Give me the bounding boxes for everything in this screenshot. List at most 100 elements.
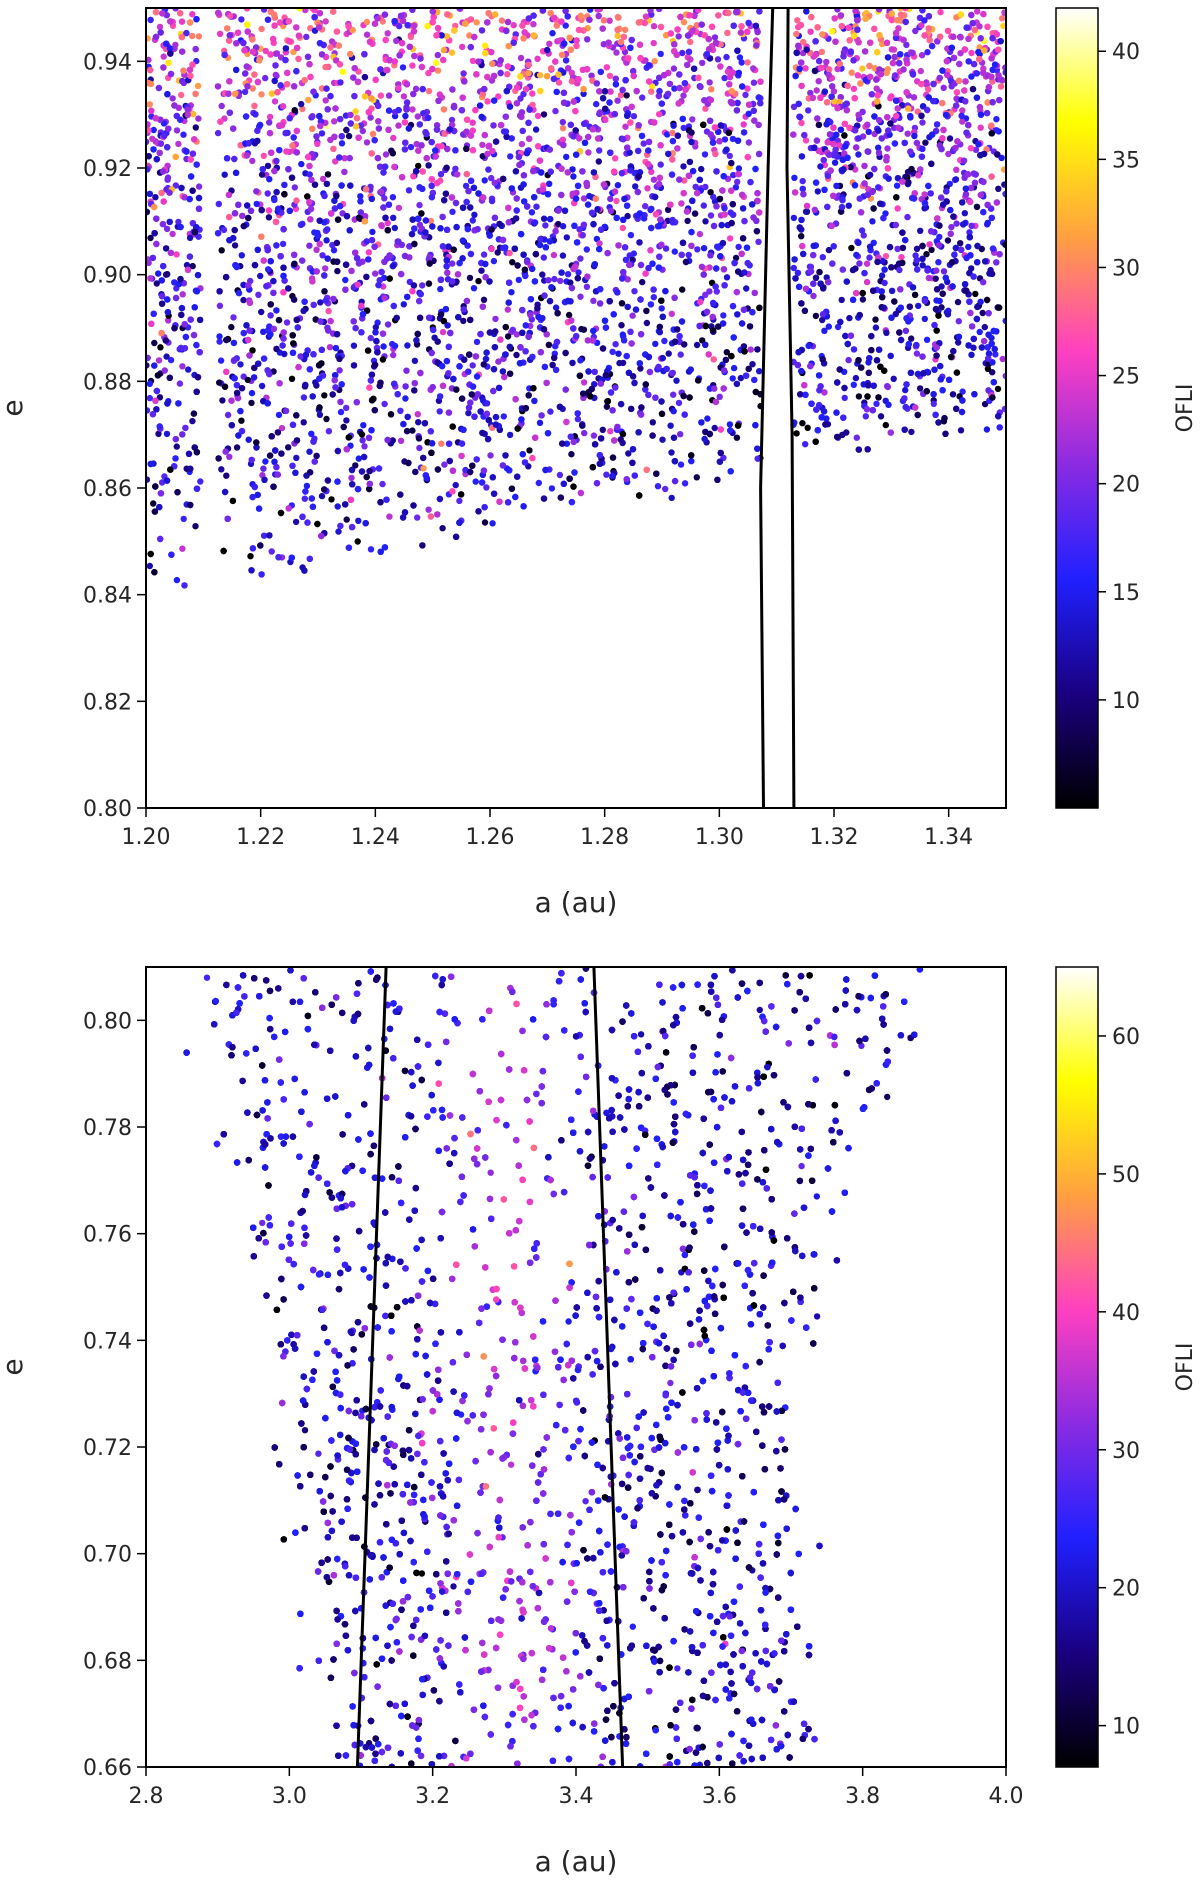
data-point [990, 379, 997, 386]
data-point [679, 286, 686, 293]
data-point [993, 199, 1001, 206]
data-point [515, 276, 522, 284]
data-point [552, 304, 560, 311]
data-point [463, 297, 471, 305]
data-point [195, 233, 202, 240]
data-point [266, 113, 274, 121]
data-point [179, 545, 186, 552]
data-point [411, 240, 418, 248]
data-point [910, 94, 918, 101]
data-point [164, 174, 172, 181]
data-point [679, 49, 686, 57]
data-point [303, 33, 310, 41]
data-point [932, 275, 939, 282]
data-point [533, 203, 540, 210]
data-point [402, 112, 409, 120]
data-point [390, 302, 397, 310]
data-point [291, 184, 298, 191]
data-point [656, 174, 663, 181]
data-point [395, 122, 402, 129]
data-point [914, 108, 921, 115]
data-point [322, 18, 329, 25]
data-point [160, 262, 167, 270]
data-point [350, 74, 357, 81]
data-point [892, 221, 900, 229]
data-point [989, 35, 996, 42]
data-point [189, 11, 196, 18]
data-point [588, 209, 596, 216]
data-point [485, 10, 492, 17]
data-point [680, 92, 687, 99]
data-point [593, 100, 600, 108]
data-point [855, 393, 863, 400]
data-point [233, 382, 241, 389]
data-point [699, 59, 706, 67]
data-point [711, 424, 718, 432]
data-point [155, 270, 162, 277]
data-point [494, 249, 501, 256]
data-point [339, 68, 346, 76]
data-point [404, 342, 411, 349]
data-point [884, 145, 891, 152]
data-point [483, 400, 491, 407]
data-point [813, 87, 820, 94]
data-point [399, 17, 407, 25]
data-point [403, 106, 410, 113]
data-point [650, 23, 658, 30]
data-point [681, 177, 688, 184]
data-point [147, 275, 154, 282]
data-point [745, 110, 752, 118]
data-point [902, 386, 909, 394]
data-point [390, 351, 397, 359]
data-point [618, 322, 625, 329]
data-point [409, 427, 416, 434]
data-point [173, 127, 181, 134]
data-point [194, 271, 202, 279]
data-point [850, 381, 857, 388]
data-point [472, 478, 479, 485]
data-point [380, 204, 387, 211]
data-point [625, 369, 633, 376]
data-point [664, 206, 672, 213]
data-point [937, 376, 944, 383]
data-point [314, 140, 321, 147]
data-point [173, 443, 180, 450]
data-point [390, 134, 397, 142]
data-point [308, 495, 315, 502]
data-point [741, 269, 748, 276]
data-point [675, 33, 682, 40]
data-point [238, 16, 245, 23]
data-point [676, 84, 683, 92]
data-point [465, 409, 472, 417]
data-point [736, 54, 744, 61]
data-point [891, 298, 898, 305]
data-point [559, 125, 567, 132]
data-point [650, 294, 657, 301]
data-point [872, 324, 880, 331]
data-point [439, 213, 446, 221]
data-point [400, 301, 407, 308]
data-point [448, 116, 456, 124]
data-point [939, 387, 946, 394]
data-point [372, 76, 379, 84]
data-point [735, 165, 743, 172]
data-point [668, 310, 675, 317]
data-point [377, 499, 384, 506]
data-point [414, 514, 421, 521]
data-point [755, 238, 762, 245]
data-point [684, 217, 691, 225]
data-point [849, 266, 857, 274]
data-point [182, 333, 190, 341]
data-point [671, 248, 678, 255]
data-point [280, 289, 287, 296]
data-point [428, 182, 435, 189]
data-point [631, 288, 638, 295]
data-point [513, 351, 520, 359]
data-point [935, 312, 942, 319]
data-point [649, 83, 656, 90]
data-point [728, 187, 735, 194]
data-point [369, 228, 376, 236]
data-point [879, 40, 886, 48]
data-point [160, 53, 167, 60]
data-point [723, 274, 731, 281]
